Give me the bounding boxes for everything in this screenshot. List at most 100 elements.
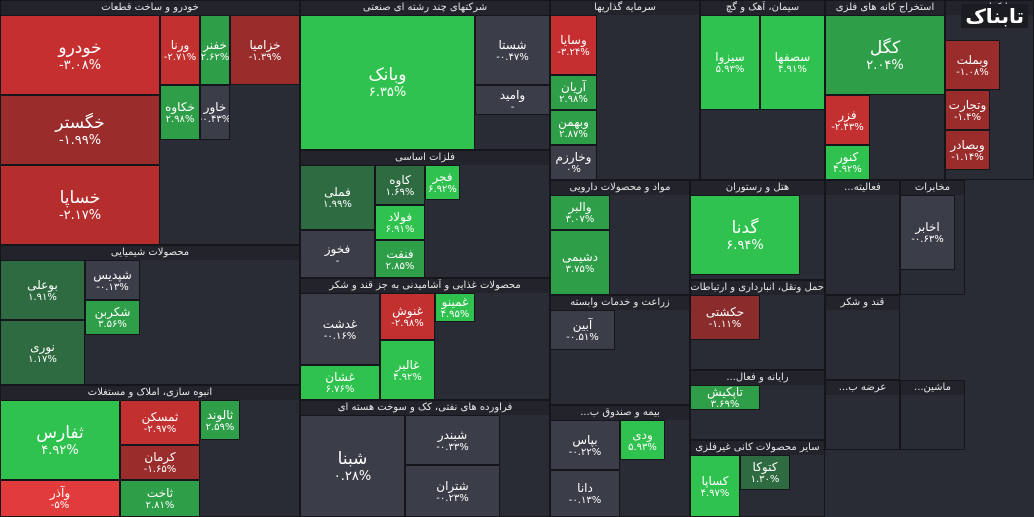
stock-tile: شبندر -۰.۳۳% — [405, 415, 500, 465]
stock-change: ۱.۶۹% — [385, 186, 415, 198]
stock-tile: وآذر -۵% — [0, 480, 120, 517]
stock-tile: بوعلی ۱.۹۱% — [0, 260, 85, 320]
stock-name: سصفها — [774, 50, 811, 64]
stock-name: شستا — [498, 37, 527, 52]
stock-tile: ثمسکن -۲.۹۷% — [120, 400, 200, 445]
stock-name: شکربن — [94, 305, 131, 319]
stock-change: ۱.۳۰% — [750, 474, 780, 485]
stock-change: -۰.۴۳% — [200, 114, 230, 125]
stock-name: غمینو — [441, 295, 469, 309]
stock-tile: غمینو ۴.۹۵% — [435, 293, 475, 322]
stock-change: ۲.۶۲% — [200, 51, 230, 63]
stock-tile: غدشت -۰.۱۶% — [300, 293, 380, 365]
stock-tile: ثفارس ۴.۹۲% — [0, 400, 120, 480]
sector-title: سرمایه گذاریها — [551, 1, 699, 15]
stock-name: ودی — [632, 427, 653, 442]
stock-name: وبصادر — [950, 137, 985, 152]
stock-tile: شکربن ۳.۵۶% — [85, 300, 140, 335]
stock-name: اخابر — [915, 220, 940, 234]
stock-name: شبنا — [337, 448, 368, 469]
stock-name: خاور — [203, 100, 227, 114]
stock-change: - — [335, 255, 340, 267]
stock-change: -۰.۱۳% — [568, 495, 602, 506]
stock-name: فولاد — [387, 210, 413, 224]
sector-title: فلزات اساسی — [301, 151, 549, 165]
stock-change: ۲.۰۴% — [866, 57, 904, 73]
stock-tile: خکاوه ۲.۹۸% — [160, 85, 200, 140]
stock-tile: خاور -۰.۴۳% — [200, 85, 230, 140]
stock-change: -۲.۹۷% — [143, 424, 177, 435]
stock-change: ۵.۹۳% — [715, 64, 745, 75]
sector-title: فراورده های نفتی، کک و سوخت هسته ای — [301, 401, 549, 415]
stock-name: کتوکا — [752, 460, 778, 474]
stock-change: -۱.۶۵% — [143, 464, 177, 475]
stock-tile: سیزوا ۵.۹۳% — [700, 15, 760, 110]
stock-tile: وبملت -۱.۰۸% — [945, 40, 1000, 90]
stock-change: ۱.۱۷% — [28, 354, 57, 365]
stock-change: ۱.۹۹% — [323, 199, 352, 210]
stock-change: -۳.۲۴% — [557, 46, 590, 58]
stock-tile: کرمان -۱.۶۵% — [120, 445, 200, 480]
stock-name: فجر — [432, 170, 453, 184]
stock-name: ثالوند — [206, 407, 234, 422]
stock-tile: خساپا -۲.۱۷% — [0, 165, 160, 245]
stock-change: ۴.۹۵% — [440, 309, 470, 320]
stock-name: وتجارت — [948, 97, 987, 112]
stock-change: -۲.۴۳% — [831, 121, 864, 133]
sector-title: سایر محصولات کانی غیرفلزی — [691, 441, 824, 455]
stock-change: ۳.۵۶% — [98, 319, 127, 330]
stock-tile: دانا -۰.۱۳% — [550, 470, 620, 517]
stock-change: -۱.۰۸% — [956, 66, 989, 78]
stock-change: ۰.۲۸% — [333, 468, 372, 484]
sector: قند و شکر — [825, 295, 900, 380]
stock-tile: سصفها ۴.۹۱% — [760, 15, 825, 110]
stock-name: فخوز — [324, 241, 351, 256]
stock-tile: شتران -۰.۲۳% — [405, 465, 500, 517]
stock-change: ۰% — [566, 164, 581, 175]
stock-change: -۱.۱۴% — [951, 151, 984, 163]
stock-tile: وبهمن ۲.۸۷% — [550, 110, 597, 145]
stock-tile: خفنر ۲.۶۲% — [200, 15, 230, 85]
stock-tile: وسایا -۳.۲۴% — [550, 15, 597, 75]
stock-name: بپاس — [572, 432, 598, 447]
stock-name: کرمان — [144, 450, 176, 464]
stock-change: -۰.۴۷% — [496, 51, 529, 63]
sector-title: مواد و محصولات دارویی — [551, 181, 689, 195]
stock-name: وبانک — [368, 65, 407, 85]
stock-change: -۱.۹۹% — [58, 132, 102, 148]
stock-tile: نوری ۱.۱۷% — [0, 320, 85, 385]
logo: تابناک — [961, 4, 1028, 28]
stock-name: خگستر — [55, 112, 105, 133]
stock-tile: شپدیس -۰.۱۳% — [85, 260, 140, 300]
sector-title: زراعت و خدمات وابسته — [551, 296, 689, 310]
stock-name: وامید — [499, 87, 526, 102]
stock-change: -۲.۹۸% — [391, 318, 424, 329]
stock-change: -۲.۷۱% — [163, 51, 197, 63]
stock-tile: شبنا ۰.۲۸% — [300, 415, 405, 517]
stock-tile: وبانک ۶.۳۵% — [300, 15, 475, 150]
stock-change: ۲.۹۸% — [165, 114, 195, 125]
stock-name: والبر — [568, 200, 592, 214]
stock-name: دشیمی — [562, 250, 598, 264]
stock-tile: فجر ۶.۹۲% — [425, 165, 460, 200]
sector-title: مخابرات — [901, 181, 964, 195]
stock-change: ۲.۸۵% — [385, 260, 415, 272]
stock-tile: کتوکا ۱.۳۰% — [740, 455, 790, 490]
sector-title: استخراج کانه های فلزی — [826, 1, 944, 15]
stock-tile: تاپکیش ۳.۶۹% — [690, 385, 760, 410]
stock-name: خکاوه — [165, 100, 195, 114]
sector-title: محصولات شیمیایی — [1, 246, 299, 260]
stock-name: شبندر — [437, 427, 468, 442]
stock-name: غالبر — [395, 357, 420, 372]
sector: عرضه ب... — [825, 380, 900, 450]
stock-tile: شستا -۰.۴۷% — [475, 15, 550, 85]
sector-title: عرضه ب... — [826, 381, 899, 395]
stock-change: -۱.۱۱% — [708, 319, 742, 330]
stock-tile: وامید - — [475, 85, 550, 115]
stock-tile: آریان ۲.۹۸% — [550, 75, 597, 110]
stock-tile: خگستر -۱.۹۹% — [0, 95, 160, 165]
stock-change: ۴.۹۲% — [833, 164, 862, 175]
stock-name: خفنر — [203, 37, 227, 52]
stock-name: شتران — [436, 478, 469, 493]
stock-tile: غشان ۶.۷۶% — [300, 365, 380, 400]
